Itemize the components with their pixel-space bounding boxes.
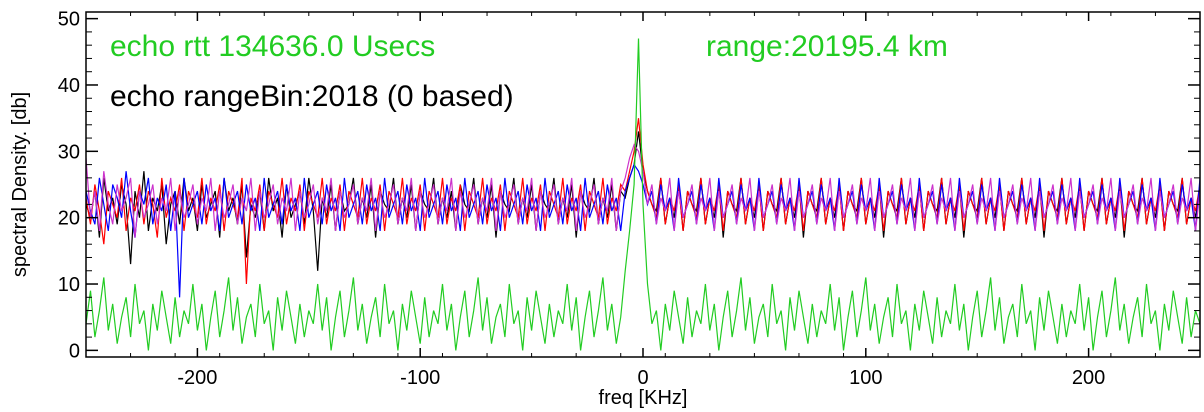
- y-tick-label: 40: [58, 75, 80, 97]
- annotation-echo-rtt: echo rtt 134636.0 Usecs: [110, 30, 435, 63]
- y-tick-label: 30: [58, 141, 80, 163]
- annotation-range-bin: echo rangeBin:2018 (0 based): [110, 80, 514, 113]
- series-line-3: [86, 163, 1200, 298]
- y-tick-label: 0: [69, 340, 80, 362]
- x-axis-title: freq [KHz]: [599, 387, 688, 409]
- y-axis-title: spectral Density. [db]: [9, 92, 31, 277]
- annotations: echo rtt 134636.0 Usecs range:20195.4 km e…: [110, 30, 948, 113]
- axis-ticks: -200 -100 0 100 200 0 10 20 30 40 50: [58, 9, 1201, 389]
- series-line-4: [86, 143, 1200, 238]
- series-line-2: [86, 118, 1200, 285]
- plot-frame: [85, 11, 1201, 358]
- x-tick-label: 200: [1072, 367, 1105, 389]
- x-tick-label: 0: [637, 367, 648, 389]
- y-tick-label: 20: [58, 208, 80, 230]
- series-layer: [86, 38, 1200, 351]
- series-line-5: [86, 38, 1200, 351]
- annotation-range: range:20195.4 km: [706, 30, 948, 63]
- y-tick-label: 50: [58, 9, 80, 31]
- x-tick-label: 100: [849, 367, 882, 389]
- y-tick-label: 10: [58, 274, 80, 296]
- x-tick-label: -200: [177, 367, 217, 389]
- x-tick-label: -100: [400, 367, 440, 389]
